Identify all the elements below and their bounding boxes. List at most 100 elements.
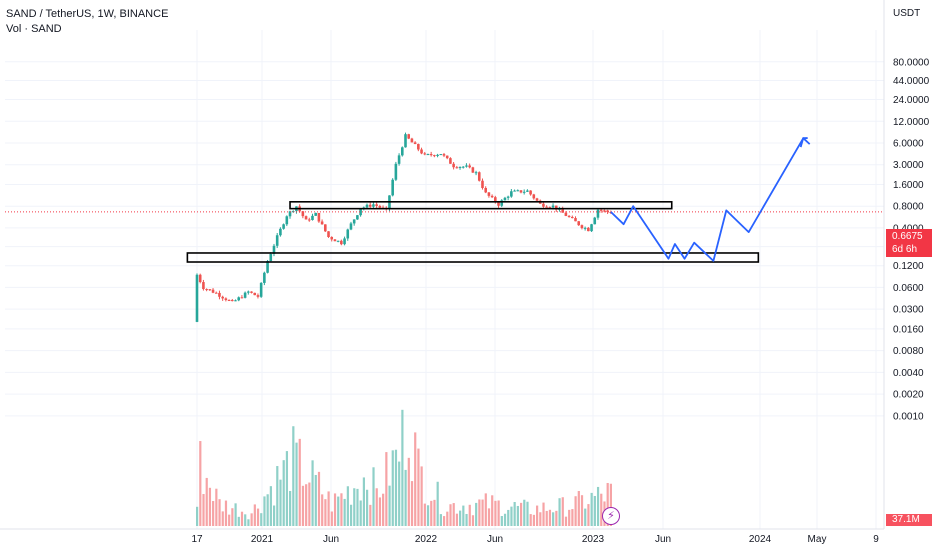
volume-bar (391, 450, 394, 526)
candle-body (356, 215, 359, 220)
y-tick-label: 0.0600 (893, 283, 924, 294)
volume-bar (317, 471, 321, 526)
candle-body (320, 221, 324, 225)
volume-bar (362, 477, 365, 526)
candle-body (391, 179, 394, 196)
volume-bar (276, 466, 279, 526)
volume-bar (596, 486, 600, 526)
candle-body (407, 134, 411, 139)
candle-body (471, 167, 475, 173)
volume-bar (282, 460, 285, 526)
volume-bar (212, 501, 215, 526)
volume-bar (519, 502, 523, 526)
candle-body (580, 225, 584, 229)
x-tick-label: 17 (191, 534, 203, 545)
candle-body (352, 219, 356, 224)
y-tick-label: 0.1200 (893, 261, 924, 272)
volume-bar (353, 488, 356, 526)
candle-body (490, 195, 494, 198)
volume-bar (202, 494, 205, 526)
candle-body (439, 154, 443, 156)
volume-bar (266, 494, 269, 526)
candle-body (458, 166, 462, 168)
candle-body (567, 215, 571, 217)
volume-bar (513, 501, 516, 526)
volume-bar (452, 503, 455, 526)
candle-body (202, 282, 205, 290)
volume-bar (356, 488, 359, 526)
volume-bar (311, 460, 314, 526)
x-tick-label: Jun (655, 534, 671, 545)
candle-body (570, 216, 574, 219)
candle-countdown: 6d 6h (892, 244, 918, 255)
volume-bar (327, 491, 330, 526)
volume-bar (256, 508, 260, 526)
x-tick-label: 2023 (582, 534, 605, 545)
volume-bar (417, 448, 420, 526)
volume-bar (587, 504, 590, 526)
y-tick-label: 6.0000 (893, 139, 924, 150)
candle-body (346, 229, 350, 239)
candle-body (590, 224, 593, 232)
lightning-icon[interactable]: ⚡ (602, 507, 620, 525)
volume-bar (292, 426, 295, 526)
volume-bar (487, 508, 491, 526)
candle-body (526, 190, 529, 192)
volume-bar (385, 452, 388, 526)
volume-bar (388, 485, 391, 526)
candle-body (551, 205, 555, 208)
volume-bar (321, 494, 324, 526)
volume-bar (205, 477, 208, 526)
volume-bar (532, 514, 536, 526)
volume-bar (240, 511, 244, 526)
candle-body (324, 224, 327, 232)
candle-body (230, 300, 234, 302)
volume-bar (455, 513, 459, 526)
volume-bar (359, 500, 362, 526)
volume-bar (449, 504, 452, 526)
volume-bar (561, 497, 564, 526)
candle-body (522, 191, 526, 193)
volume-bar (215, 488, 218, 526)
volume-bar (250, 513, 253, 526)
volume-bar (208, 487, 212, 526)
candle-body (269, 253, 273, 262)
volume-bar (600, 493, 603, 526)
volume-bar (410, 481, 414, 526)
candle-body (474, 172, 478, 174)
y-tick-label: 0.0080 (893, 346, 924, 357)
candle-body (378, 205, 382, 208)
volume-bar (237, 516, 240, 526)
candle-body (404, 134, 407, 148)
forecast-path (610, 137, 811, 262)
candle-body (513, 190, 516, 192)
volume-bar (500, 516, 503, 526)
candle-body (195, 274, 199, 322)
volume-bar (279, 479, 282, 526)
volume-bar (349, 504, 353, 526)
volume-bar (516, 505, 519, 526)
volume-bar (552, 512, 555, 526)
volume-bar (196, 506, 199, 526)
candle-body (314, 212, 317, 216)
candle-body (227, 300, 231, 302)
candle-body (218, 292, 221, 297)
candle-body (506, 196, 510, 198)
volume-bar (571, 509, 574, 526)
y-tick-label: 0.0300 (893, 305, 924, 316)
candle-body (545, 206, 548, 208)
volume-bar (568, 509, 571, 526)
volume-bar (269, 486, 272, 526)
volume-indicator-label[interactable]: Vol · SAND (6, 23, 62, 35)
volume-bar (510, 506, 513, 526)
volume-bar (462, 505, 465, 526)
candle-body (481, 180, 484, 188)
volume-bar (465, 513, 468, 526)
candle-body (455, 167, 459, 169)
candle-body (368, 204, 372, 207)
x-tick-label: 9 (873, 534, 879, 545)
volume-bar (446, 511, 449, 526)
candle-body (243, 292, 247, 298)
chart-title: SAND / TetherUS, 1W, BINANCE (6, 8, 169, 20)
